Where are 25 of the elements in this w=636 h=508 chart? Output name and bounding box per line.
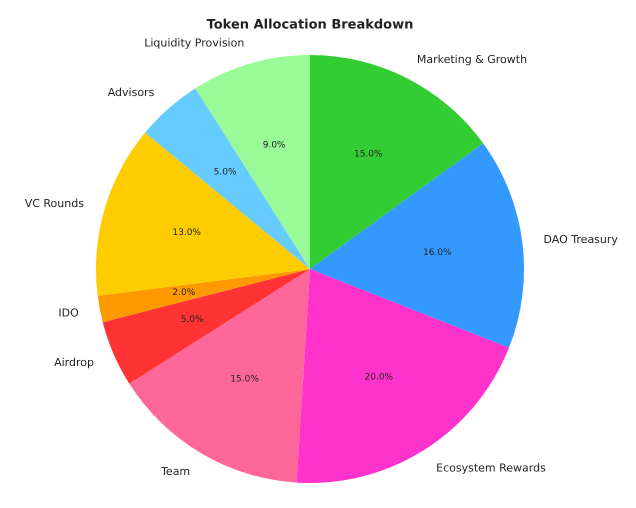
- pie-slice: [129, 269, 310, 483]
- slice-label: DAO Treasury: [544, 232, 618, 246]
- pie-slice: [98, 269, 310, 322]
- data-label: 5.0%: [214, 168, 237, 178]
- slice-label: Airdrop: [54, 356, 94, 369]
- pie-slice: [96, 132, 310, 296]
- data-label: 16.0%: [423, 248, 452, 258]
- data-label: 15.0%: [230, 374, 260, 385]
- data-label: 2.0%: [172, 288, 196, 298]
- data-label: 20.0%: [364, 372, 394, 382]
- chart-title: Token Allocation Breakdown: [206, 18, 414, 32]
- slice-label: VC Rounds: [24, 196, 84, 210]
- data-label: 15.0%: [354, 150, 384, 160]
- data-label: 13.0%: [172, 228, 202, 238]
- data-label: 9.0%: [262, 140, 286, 151]
- pie-slice: [102, 269, 310, 384]
- slice-label: Team: [160, 465, 190, 478]
- slice-label: Advisors: [108, 86, 155, 99]
- slice-label: Ecosystem Rewards: [436, 461, 546, 474]
- pie-slice: [310, 55, 484, 269]
- pie-slice: [310, 143, 524, 348]
- slice-label: Marketing & Growth: [416, 52, 528, 66]
- slice-label: Liquidity Provision: [144, 36, 244, 50]
- slice-label: IDO: [58, 306, 80, 320]
- data-label: 5.0%: [180, 314, 204, 325]
